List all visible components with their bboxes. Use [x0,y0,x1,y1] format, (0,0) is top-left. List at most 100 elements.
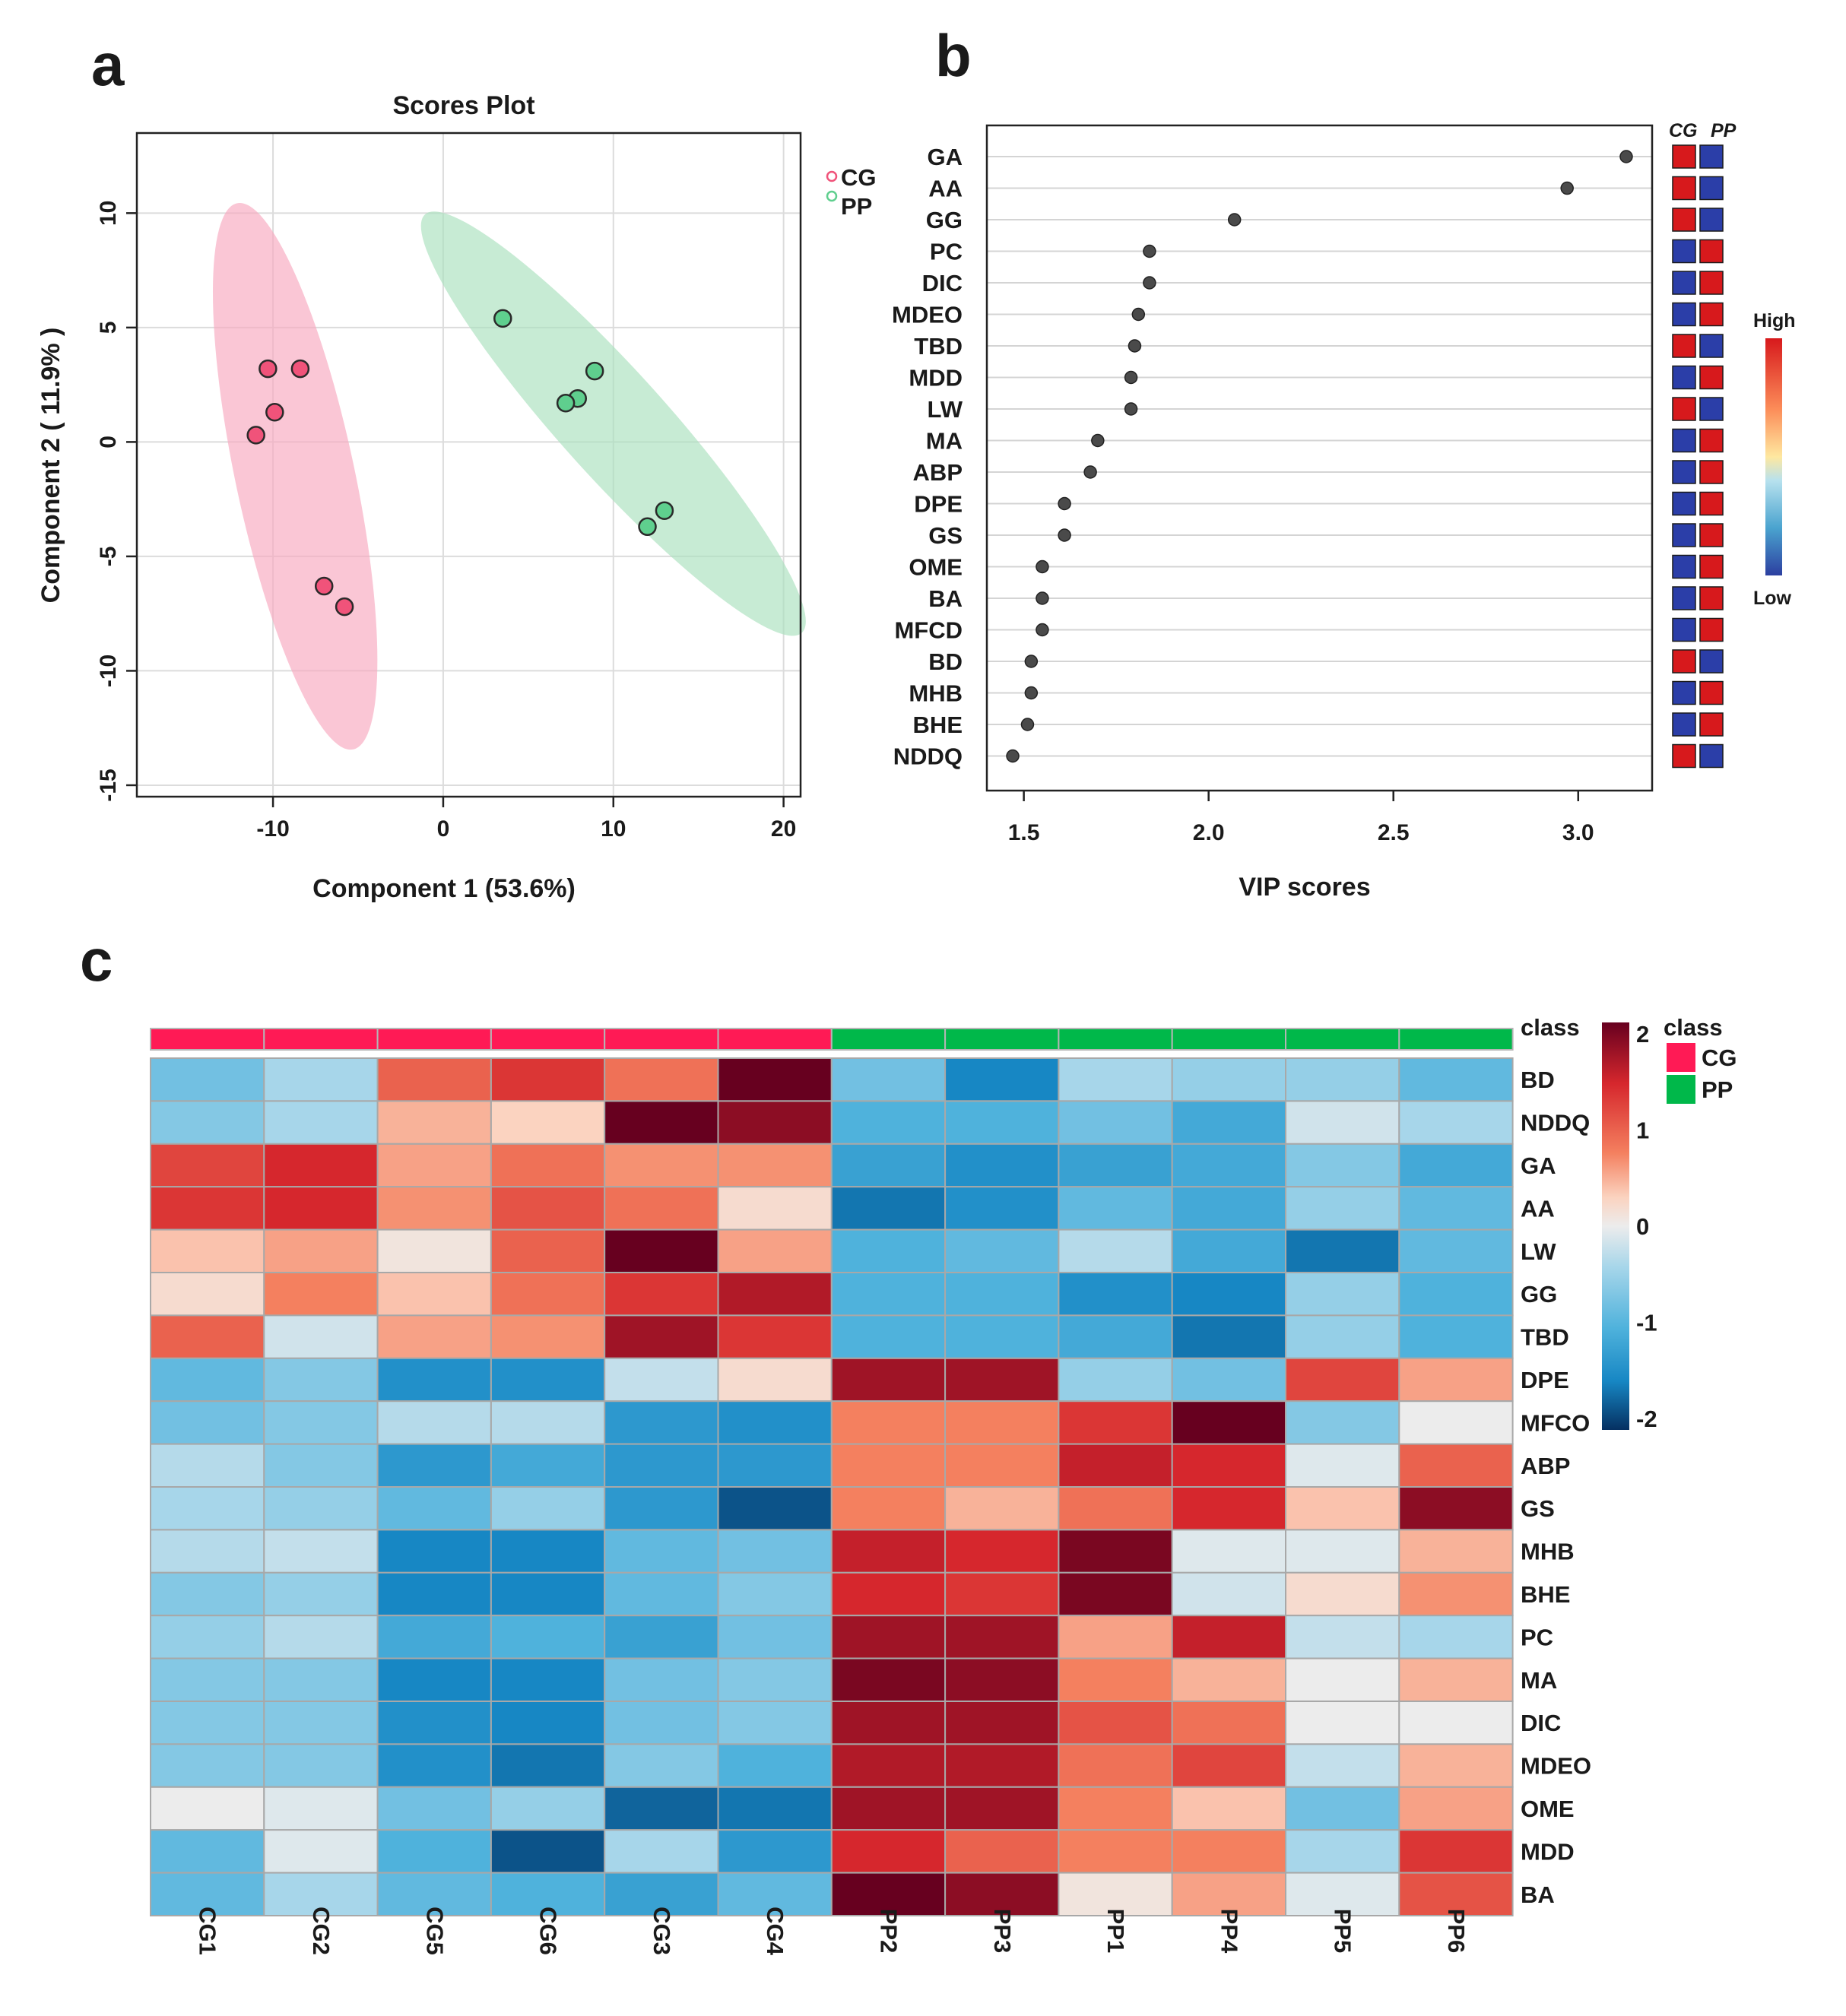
heatmap-cell [490,1829,606,1874]
vip-colorbar [1765,338,1782,575]
heatmap-cell [376,1228,492,1273]
heatmap-cell [263,1400,379,1445]
scores-plot-title: Scores Plot [392,91,534,120]
heatmap-row-label: MFCO [1521,1409,1590,1436]
vip-box-cg [1672,617,1696,642]
heatmap-row-label: DPE [1521,1367,1569,1393]
heatmap-cell [490,1100,606,1145]
heatmap-cell [1285,1571,1400,1617]
vip-feature-label: GG [926,207,963,233]
heatmap-cell [830,1529,947,1574]
heatmap-cell [1058,1357,1173,1403]
heatmap-cell [490,1228,606,1273]
heatmap-cell [944,1529,1060,1574]
vip-feature-labels: GA AA GG PC DIC MDEO TBD MDD LW MA ABP DPE GS OME BA MF… [892,144,963,770]
heatmap-cell [490,1400,606,1445]
heatmap-column-label: PP2 [875,1909,902,1954]
heatmap-cell [830,1400,947,1445]
heatmap-cell [944,1657,1060,1703]
heatmap-cell [263,1357,379,1403]
heatmap-cell [490,1272,606,1317]
heatmap-class-cell [263,1028,379,1051]
vip-box-cg [1672,460,1696,484]
scores-x-tick-label: -10 [256,816,289,842]
vip-feature-label: DIC [922,270,963,296]
vip-point [1083,465,1097,479]
vip-box-pp [1699,523,1724,547]
heatmap-cell [1058,1186,1173,1231]
heatmap-cell [717,1143,833,1188]
heatmap-cell [717,1357,833,1403]
vip-point [1058,496,1071,511]
vip-point [1036,559,1049,574]
heatmap-cell [490,1143,606,1188]
score-point-pp [638,517,657,537]
heatmap-cell [944,1143,1060,1188]
score-point-cg [335,597,354,617]
vip-point [1024,686,1039,700]
vip-feature-label: BA [928,585,963,612]
heatmap-cell [263,1829,379,1874]
heatmap-cell [717,1829,833,1874]
heatmap-cell [604,1571,719,1617]
heatmap-cell [1285,1143,1400,1188]
heatmap-legend-title: class [1664,1014,1723,1041]
scores-y-tick-label: -5 [96,547,121,567]
heatmap-cell [150,1314,265,1359]
score-point-pp [493,309,512,328]
heatmap-cell [263,1486,379,1531]
vip-box-pp [1699,428,1724,453]
heatmap-cell [830,1486,947,1531]
heatmap-class-cell [376,1028,492,1051]
heatmap-cell [604,1186,719,1231]
heatmap-cell [1171,1786,1286,1831]
heatmap-cell [150,1786,265,1831]
heatmap-cell [376,1829,492,1874]
heatmap-class-cell [944,1028,1060,1051]
vip-feature-label: LW [928,396,963,423]
heatmap-cell [376,1443,492,1488]
heatmap-cell [830,1829,947,1874]
heatmap-row-label: AA [1521,1195,1555,1222]
heatmap: BD NDDQ GA AA LW GG TBD DPE MFCO ABP GS MHB BHE PC MA D… [150,1014,1737,1956]
heatmap-row-label: BD [1521,1067,1555,1093]
vip-feature-label: TBD [914,333,963,360]
heatmap-legend-cg-swatch [1667,1043,1695,1072]
heatmap-cell [717,1486,833,1531]
heatmap-row-label: GA [1521,1152,1556,1179]
score-points [246,309,674,617]
vip-box-cg [1672,144,1696,169]
heatmap-cell [490,1186,606,1231]
heatmap-cell [1398,1400,1514,1445]
heatmap-column-label: CG4 [762,1907,788,1956]
heatmap-colorbar-tick: -2 [1636,1406,1657,1432]
heatmap-colorbar-tick: 0 [1636,1213,1649,1240]
heatmap-row-label: PC [1521,1624,1553,1650]
vip-x-tick-label: 3.0 [1562,820,1594,845]
scores-y-tick-label: 10 [96,201,121,226]
heatmap-cell [490,1571,606,1617]
vip-point [1227,213,1242,227]
heatmap-cell [263,1529,379,1574]
heatmap-cell [830,1272,947,1317]
heatmap-cell [1285,1615,1400,1659]
scores-y-tick-label: -15 [96,769,121,801]
heatmap-cell [263,1228,379,1273]
vip-box-cg [1672,208,1696,232]
heatmap-cell [1398,1743,1514,1788]
panel-letter-a: a [91,31,125,98]
vip-box-cg [1672,334,1696,358]
scores-x-tick-label: 20 [771,816,796,842]
heatmap-cell [830,1357,947,1403]
heatmap-cell [263,1743,379,1788]
heatmap-row-labels: BD NDDQ GA AA LW GG TBD DPE MFCO ABP GS MHB BHE PC MA D… [1521,1067,1591,1908]
heatmap-cell [944,1829,1060,1874]
vip-feature-label: AA [928,176,963,202]
heatmap-cell [1058,1228,1173,1273]
heatmap-cell [263,1057,379,1102]
heatmap-cell [830,1443,947,1488]
vip-box-pp [1699,208,1724,232]
scores-x-tick-label: 0 [437,816,450,842]
heatmap-cell [944,1314,1060,1359]
